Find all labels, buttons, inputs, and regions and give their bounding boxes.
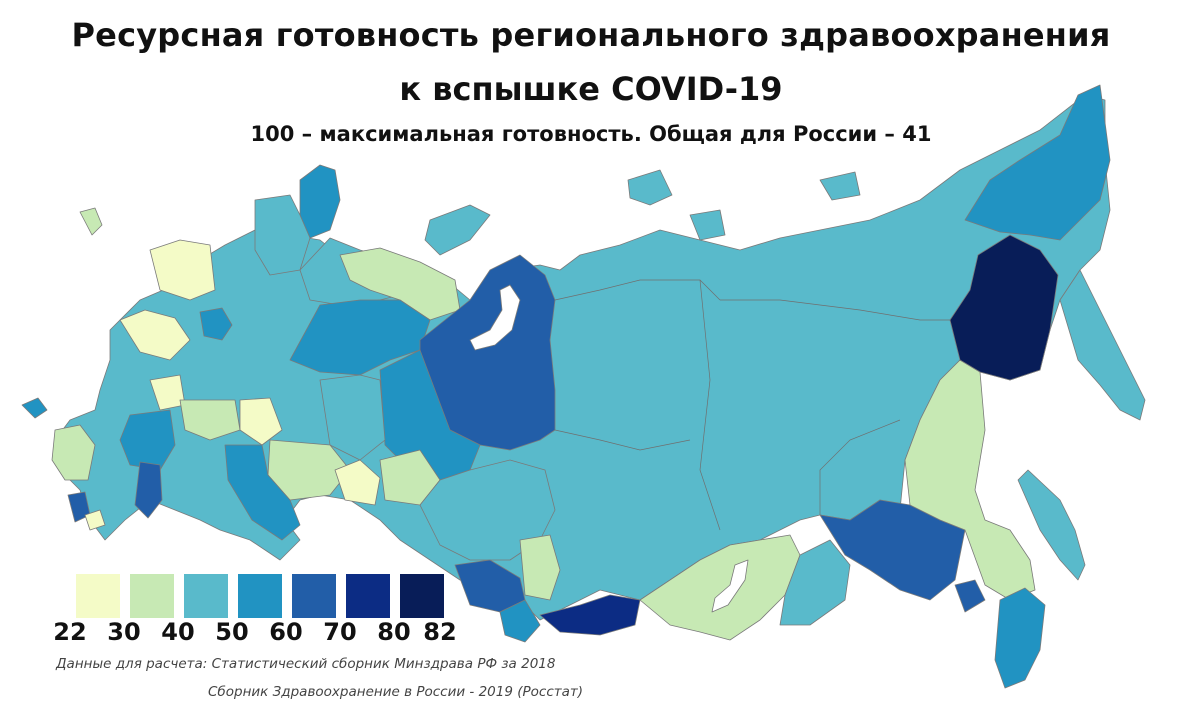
region-novaya-zemlya bbox=[424, 204, 491, 256]
region-primorsky bbox=[994, 587, 1046, 689]
region-ob-bay bbox=[469, 284, 521, 351]
legend-swatch-7 bbox=[400, 574, 444, 618]
region-stavropol bbox=[134, 461, 163, 519]
legend-swatch-3 bbox=[184, 574, 228, 618]
border-2 bbox=[699, 279, 721, 531]
region-murmansk bbox=[299, 164, 341, 239]
region-karelia bbox=[254, 194, 311, 276]
region-magadan bbox=[949, 234, 1059, 381]
legend-swatch-6 bbox=[346, 574, 390, 618]
source-line1: Данные для расчета: Статистический сборн… bbox=[56, 656, 556, 672]
region-tuva bbox=[539, 594, 641, 636]
border-4 bbox=[720, 299, 950, 321]
region-chukotka bbox=[964, 84, 1111, 241]
border-1 bbox=[554, 279, 721, 301]
legend-tick-60: 60 bbox=[269, 618, 303, 646]
region-saratov bbox=[224, 444, 301, 541]
legend-tick-30: 30 bbox=[107, 618, 141, 646]
region-sakhalin bbox=[1017, 469, 1086, 581]
region-kursk bbox=[239, 397, 283, 446]
region-kaliningrad bbox=[21, 397, 48, 419]
region-nenets bbox=[339, 247, 461, 321]
region-zabaykalsky bbox=[779, 539, 851, 626]
region-franz-josef bbox=[627, 169, 673, 206]
map-subtitle: 100 – максимальная готовность. Общая для… bbox=[250, 122, 932, 146]
region-baikal bbox=[711, 559, 749, 613]
legend-tick-70: 70 bbox=[323, 618, 357, 646]
legend-tick-82: 82 bbox=[423, 618, 457, 646]
region-krasnodar bbox=[51, 424, 96, 481]
legend-tick-40: 40 bbox=[161, 618, 195, 646]
region-novosib-islands bbox=[819, 171, 861, 201]
legend-tick-22: 22 bbox=[53, 618, 87, 646]
legend-swatch-5 bbox=[292, 574, 336, 618]
map-title-line1: Ресурсная готовность регионального здрав… bbox=[71, 16, 1111, 54]
legend-swatch-4 bbox=[238, 574, 282, 618]
region-tyumen bbox=[419, 459, 556, 561]
legend-swatch-2 bbox=[130, 574, 174, 618]
region-amur bbox=[819, 499, 966, 601]
region-yaroslavl bbox=[199, 307, 233, 341]
region-pskov bbox=[119, 309, 191, 361]
region-ulyanovsk bbox=[179, 399, 241, 441]
border-3 bbox=[554, 429, 691, 451]
source-line2: Сборник Здравоохранение в России - 2019 … bbox=[208, 684, 584, 700]
region-kamchatka bbox=[1059, 269, 1146, 421]
border-5 bbox=[819, 419, 901, 515]
region-komi bbox=[289, 299, 431, 376]
legend-tick-80: 80 bbox=[377, 618, 411, 646]
region-crimea bbox=[79, 207, 103, 236]
legend-swatch-1 bbox=[76, 574, 120, 618]
region-chelyabinsk bbox=[334, 459, 381, 506]
region-jewish bbox=[954, 579, 986, 613]
map-title-line2: к вспышке COVID-19 bbox=[399, 70, 783, 108]
region-severnaya bbox=[689, 209, 726, 241]
legend-tick-50: 50 bbox=[215, 618, 249, 646]
region-altai-rep bbox=[499, 599, 541, 643]
region-novosibirsk bbox=[519, 534, 561, 601]
region-leningrad bbox=[149, 239, 216, 301]
region-chechnya bbox=[84, 509, 106, 531]
